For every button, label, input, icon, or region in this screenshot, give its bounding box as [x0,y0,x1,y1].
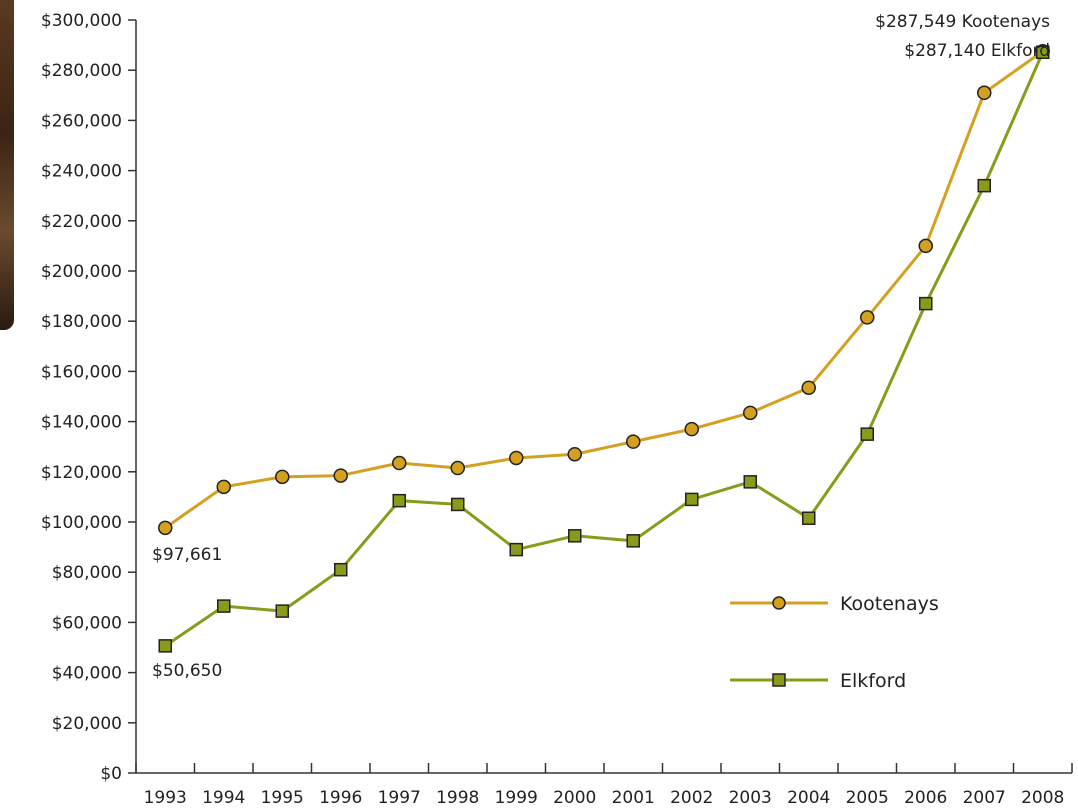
legend-item-elkford: Elkford [730,670,906,692]
data-point-elkford [919,296,933,311]
x-tick-label: 1996 [319,788,362,808]
annotation-kootenays-end: $287,549 Kootenays [875,12,1050,32]
data-point-elkford [568,529,582,543]
x-tick-label: 1997 [378,788,421,808]
y-tick-label: $20,000 [52,714,122,734]
x-tick-label: 2006 [904,788,947,808]
data-point-elkford [1036,45,1050,60]
data-point-elkford [509,542,523,557]
data-point-kootenays [158,520,173,536]
x-tick-label: 2003 [729,788,772,808]
legend-marker-kootenays [772,596,786,610]
data-point-elkford [392,493,406,508]
x-tick-label: 1999 [495,788,538,808]
data-point-elkford [743,475,757,489]
y-tick-label: $0 [100,764,122,784]
y-tick-label: $180,000 [41,312,122,332]
y-tick-label: $220,000 [41,212,122,232]
x-tick-label: 2007 [963,788,1006,808]
x-tick-label: 2008 [1021,788,1064,808]
x-tick-label: 2000 [553,788,596,808]
data-point-elkford [860,427,874,441]
y-tick-label: $100,000 [41,513,122,533]
y-tick-label: $300,000 [41,11,122,31]
y-tick-label: $200,000 [41,262,122,282]
data-point-kootenays [216,479,231,495]
data-point-elkford [158,639,172,653]
legend: Kootenays Elkford [730,593,939,692]
annotation-elkford-start: $50,650 [152,661,222,681]
data-point-elkford [451,497,465,512]
x-tick-label: 1993 [144,788,187,808]
data-point-kootenays [918,238,933,254]
data-point-elkford [334,562,348,577]
x-tick-label: 2004 [787,788,830,808]
y-tick-label: $160,000 [41,362,122,382]
data-point-elkford [977,178,991,193]
x-tick-label: 1995 [261,788,304,808]
series-line-kootenays [164,50,1044,530]
x-tick-label: 2001 [612,788,655,808]
y-tick-label: $260,000 [41,111,122,131]
x-tick-label: 2005 [846,788,889,808]
data-point-kootenays [392,455,407,471]
data-point-elkford [217,599,231,613]
data-point-kootenays [450,460,465,476]
legend-item-kootenays: Kootenays [730,593,939,615]
legend-label-kootenays: Kootenays [840,593,939,615]
y-tick-label: $60,000 [52,613,122,633]
series-lines [158,44,1050,653]
legend-marker-elkford [772,673,786,687]
data-point-elkford [275,604,289,618]
data-point-kootenays [567,446,582,462]
x-axis: 1993 1994 1995 1996 1997 1998 1999 2000 2001 2002… [135,763,1073,808]
legend-label-elkford: Elkford [840,670,906,692]
data-point-kootenays [977,85,992,101]
y-tick-label: $40,000 [52,664,122,684]
y-axis: $0 $20,000 $40,000 $60,000 $80,000 $100,000 $1… [41,11,137,784]
annotations: $97,661 $50,650 $287,549 Kootenays $287,… [152,12,1050,681]
x-tick-label: 1998 [436,788,479,808]
y-tick-label: $240,000 [41,162,122,182]
y-tick-label: $140,000 [41,413,122,433]
annotation-kootenays-start: $97,661 [152,545,222,565]
series-line-elkford [164,51,1045,648]
data-point-kootenays [743,405,758,421]
data-point-kootenays [509,450,524,466]
data-point-kootenays [801,380,816,395]
x-tick-label: 1994 [202,788,245,808]
y-tick-label: $80,000 [52,563,122,583]
data-point-elkford [685,492,699,507]
annotation-elkford-end: $287,140 Elkford [904,41,1050,61]
background-photo-edge [0,0,14,330]
x-tick-label: 2002 [670,788,713,808]
data-point-kootenays [626,434,641,449]
data-point-kootenays [275,469,290,485]
data-point-elkford [626,534,640,548]
y-tick-label: $280,000 [41,61,122,81]
data-point-kootenays [684,421,699,437]
y-tick-label: $120,000 [41,463,122,483]
data-point-kootenays [860,310,875,325]
data-point-elkford [802,511,816,525]
data-point-kootenays [333,468,348,483]
